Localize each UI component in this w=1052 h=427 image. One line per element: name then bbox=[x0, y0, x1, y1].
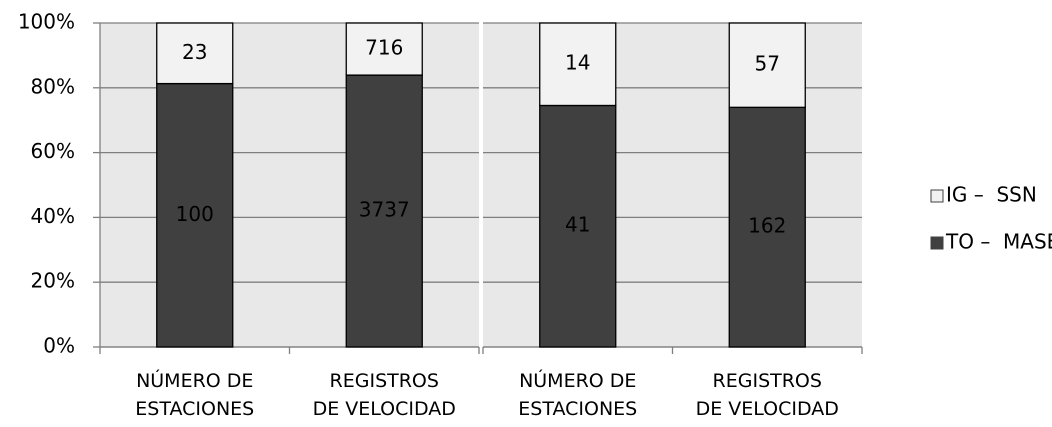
legend-swatch bbox=[930, 189, 944, 203]
y-tick-label: 40% bbox=[31, 204, 75, 228]
data-label: 23 bbox=[182, 40, 207, 64]
data-label: 14 bbox=[565, 51, 590, 75]
bar-segment bbox=[728, 22, 806, 108]
legend-label: IG – SSN bbox=[946, 183, 1037, 207]
y-tick-label: 20% bbox=[31, 269, 75, 293]
y-tick-label: 80% bbox=[31, 74, 75, 98]
data-label: 3737 bbox=[359, 198, 410, 222]
legend-label: TO – MASE bbox=[945, 230, 1052, 254]
bar-segment bbox=[539, 22, 617, 107]
y-tick-label: 60% bbox=[31, 139, 75, 163]
bar-segment bbox=[345, 22, 423, 76]
x-tick-label: REGISTROS DE VELOCIDAD bbox=[695, 370, 839, 420]
x-tick-label: REGISTROS DE VELOCIDAD bbox=[312, 370, 456, 420]
legend-swatch bbox=[930, 236, 944, 250]
bar-segment bbox=[539, 104, 617, 348]
y-tick-label: 0% bbox=[43, 334, 75, 358]
bar-segment bbox=[156, 22, 234, 85]
bar-segment bbox=[728, 106, 806, 348]
data-label: 57 bbox=[755, 52, 780, 76]
data-label: 100 bbox=[176, 202, 214, 226]
y-tick-label: 100% bbox=[18, 10, 75, 34]
data-label: 162 bbox=[748, 214, 786, 238]
x-tick-label: NÚMERO DE ESTACIONES bbox=[135, 370, 255, 420]
data-label: 41 bbox=[565, 213, 590, 237]
x-tick-label: NÚMERO DE ESTACIONES bbox=[518, 370, 638, 420]
bar-segment bbox=[345, 74, 423, 348]
bar-segment bbox=[156, 82, 234, 348]
data-label: 716 bbox=[365, 36, 403, 60]
